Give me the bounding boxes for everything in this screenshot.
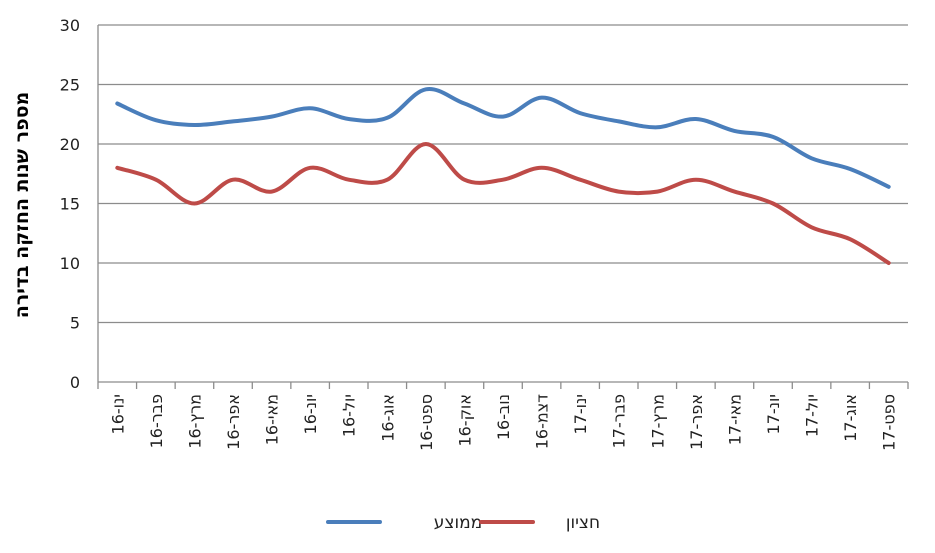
x-tick-label: אוג-17	[841, 394, 860, 442]
x-tick-label: אוק-16	[455, 394, 474, 447]
y-tick-label: 10	[60, 254, 80, 273]
y-tick-label: 15	[60, 195, 80, 214]
x-tick-label: מרץ-17	[648, 394, 667, 449]
x-tick-label: דצמ-16	[533, 394, 552, 449]
x-tick-label: יונ-16	[301, 394, 320, 434]
x-tick-label: אפר-16	[224, 394, 243, 450]
x-tick-label: פבר-16	[147, 394, 166, 448]
x-tick-label: יול-17	[803, 394, 822, 437]
x-tick-label: מאי-17	[725, 394, 744, 445]
x-axis	[97, 382, 909, 389]
x-tick-label: ספט-17	[880, 394, 899, 451]
y-axis-ticks: 0 5 10 15 20 25 30	[60, 16, 80, 392]
y-tick-label: 25	[60, 76, 80, 95]
y-axis-title: מספר שנות החזקה בדירה	[11, 92, 33, 319]
y-tick-label: 20	[60, 135, 80, 154]
series-line-1	[115, 142, 891, 265]
x-tick-label: ינו-17	[571, 394, 590, 434]
legend-label-1: חציון	[566, 513, 600, 533]
series-lines	[115, 87, 891, 265]
x-tick-label: פבר-17	[610, 394, 629, 448]
x-axis-ticks: ינו-16 פבר-16 מרץ-16 אפר-16 מאי-16 יונ-16 יול-…	[108, 394, 898, 451]
x-tick-label: מאי-16	[263, 394, 282, 445]
x-tick-label: אוג-16	[378, 394, 397, 442]
gridlines	[97, 24, 908, 383]
x-tick-label: ספט-16	[417, 394, 436, 451]
legend-label-0: ממוצע	[434, 513, 482, 533]
x-tick-label: ינו-16	[108, 394, 127, 434]
x-tick-label: מרץ-16	[185, 394, 204, 449]
legend: ממוצע חציון	[326, 513, 600, 533]
x-tick-label: יונ-17	[764, 394, 783, 434]
y-tick-label: 0	[70, 373, 80, 392]
x-tick-label: יול-16	[340, 394, 359, 437]
series-line-0	[115, 87, 891, 189]
y-tick-label: 30	[60, 16, 80, 35]
x-tick-label: נוב-16	[494, 394, 513, 440]
x-tick-label: אפר-17	[687, 394, 706, 450]
y-tick-label: 5	[70, 314, 80, 333]
